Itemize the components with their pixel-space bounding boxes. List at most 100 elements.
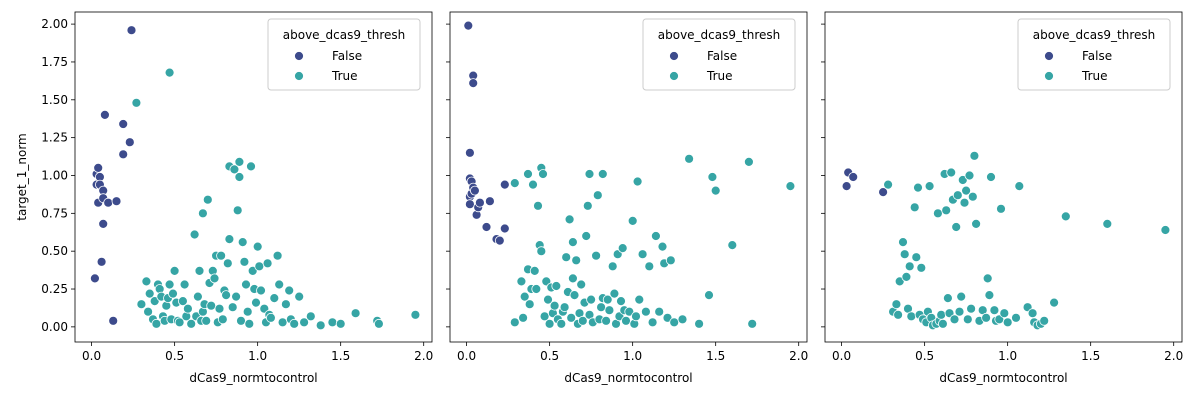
x-tick-label: 1.0: [623, 349, 642, 363]
data-point-false: [111, 196, 122, 207]
data-point-true: [177, 296, 188, 307]
data-point-false: [499, 223, 510, 234]
data-point-true: [684, 153, 694, 164]
legend-box: [642, 18, 796, 91]
data-point-true: [516, 276, 527, 287]
data-point-true: [665, 255, 676, 266]
data-point-true: [186, 318, 197, 329]
data-point-true: [577, 315, 588, 326]
data-point-true: [284, 285, 295, 296]
x-tick-label: 0.0: [82, 349, 101, 363]
x-tick-label: 1.0: [998, 349, 1017, 363]
x-tick-label: 1.5: [706, 349, 725, 363]
data-point-true: [315, 320, 326, 331]
data-point-true: [996, 203, 1006, 214]
data-point-true: [624, 306, 635, 317]
data-point-true: [269, 293, 280, 304]
data-point-true: [584, 169, 595, 179]
data-point-true: [662, 312, 673, 323]
data-point-true: [280, 299, 291, 310]
data-point-true: [536, 246, 547, 257]
data-point-true: [621, 315, 631, 326]
data-point-true: [524, 299, 535, 310]
data-point-true: [202, 194, 213, 205]
y-tick-label: 0.00: [41, 320, 68, 334]
data-point-false: [494, 235, 505, 246]
data-point-true: [144, 288, 155, 299]
data-point-true: [543, 294, 553, 305]
legend-title: above_dcas9_thresh: [283, 28, 405, 42]
data-point-false: [96, 256, 107, 267]
data-point-true: [410, 309, 421, 320]
data-point-true: [581, 231, 592, 241]
data-point-true: [569, 290, 580, 301]
data-point-true: [544, 318, 555, 329]
data-point-true: [509, 317, 520, 328]
data-point-true: [189, 229, 200, 240]
data-point-true: [237, 237, 248, 248]
data-point-true: [941, 205, 952, 216]
y-tick-label: 1.75: [41, 55, 68, 69]
data-point-true: [949, 314, 960, 325]
data-point-true: [194, 265, 205, 276]
data-point-false: [126, 25, 137, 36]
data-point-true: [641, 306, 651, 317]
data-point-true: [602, 294, 613, 305]
data-point-false: [484, 196, 495, 207]
legend: above_dcas9_thresh False True: [267, 18, 421, 91]
data-point-true: [305, 311, 316, 322]
data-point-false: [118, 149, 129, 160]
data-point-true: [265, 312, 276, 323]
data-point-true: [883, 179, 893, 190]
data-point-true: [538, 169, 548, 179]
x-tick-label: 0.0: [457, 349, 476, 363]
data-point-true: [236, 315, 246, 326]
data-point-true: [551, 281, 562, 291]
data-point-true: [744, 156, 754, 167]
data-point-true: [627, 215, 638, 226]
data-point-true: [294, 291, 305, 302]
legend: above_dcas9_thresh False True: [642, 18, 796, 91]
data-point-true: [197, 208, 208, 219]
data-point-true: [597, 169, 608, 179]
data-point-false: [463, 20, 474, 31]
legend-label-true: True: [331, 69, 358, 83]
data-point-true: [549, 300, 560, 311]
data-point-true: [239, 256, 250, 267]
data-point-false: [98, 218, 109, 229]
data-point-false: [464, 199, 475, 210]
data-point-false: [108, 315, 119, 326]
data-point-true: [654, 306, 665, 317]
data-point-true: [519, 291, 530, 302]
data-point-true: [252, 241, 263, 252]
data-point-true: [174, 317, 185, 328]
data-point-true: [898, 237, 908, 248]
x-tick-label: 0.0: [832, 349, 851, 363]
plot-frame: [74, 11, 433, 343]
scatter-panel-3: 0.0 0.5 1.0 1.5 2.0 dCas9_normtocontrol abov…: [821, 11, 1183, 385]
data-point-true: [592, 190, 603, 201]
legend-label-false: False: [332, 49, 362, 63]
data-point-true: [576, 279, 587, 290]
data-point-true: [151, 318, 162, 329]
data-point-true: [143, 306, 154, 317]
y-axis-label: target_1_norm: [15, 133, 29, 220]
y-tick-label: 1.00: [41, 168, 68, 182]
data-point-true: [969, 150, 980, 161]
data-point-true: [274, 279, 285, 290]
data-point-true: [523, 169, 533, 179]
data-point-false: [103, 197, 114, 208]
data-point-true: [528, 179, 538, 190]
data-point-true: [601, 315, 611, 326]
data-point-true: [677, 314, 688, 325]
data-point-true: [179, 279, 190, 290]
data-point-true: [644, 261, 655, 272]
data-point-false: [100, 110, 110, 120]
legend-title: above_dcas9_thresh: [1033, 28, 1155, 42]
legend-box: [1017, 18, 1171, 91]
data-point-true: [984, 290, 995, 301]
data-points: [90, 25, 421, 331]
y-tick-label: 2.00: [41, 17, 68, 31]
data-point-true: [1049, 297, 1059, 308]
legend-marker-true: [1044, 71, 1054, 81]
